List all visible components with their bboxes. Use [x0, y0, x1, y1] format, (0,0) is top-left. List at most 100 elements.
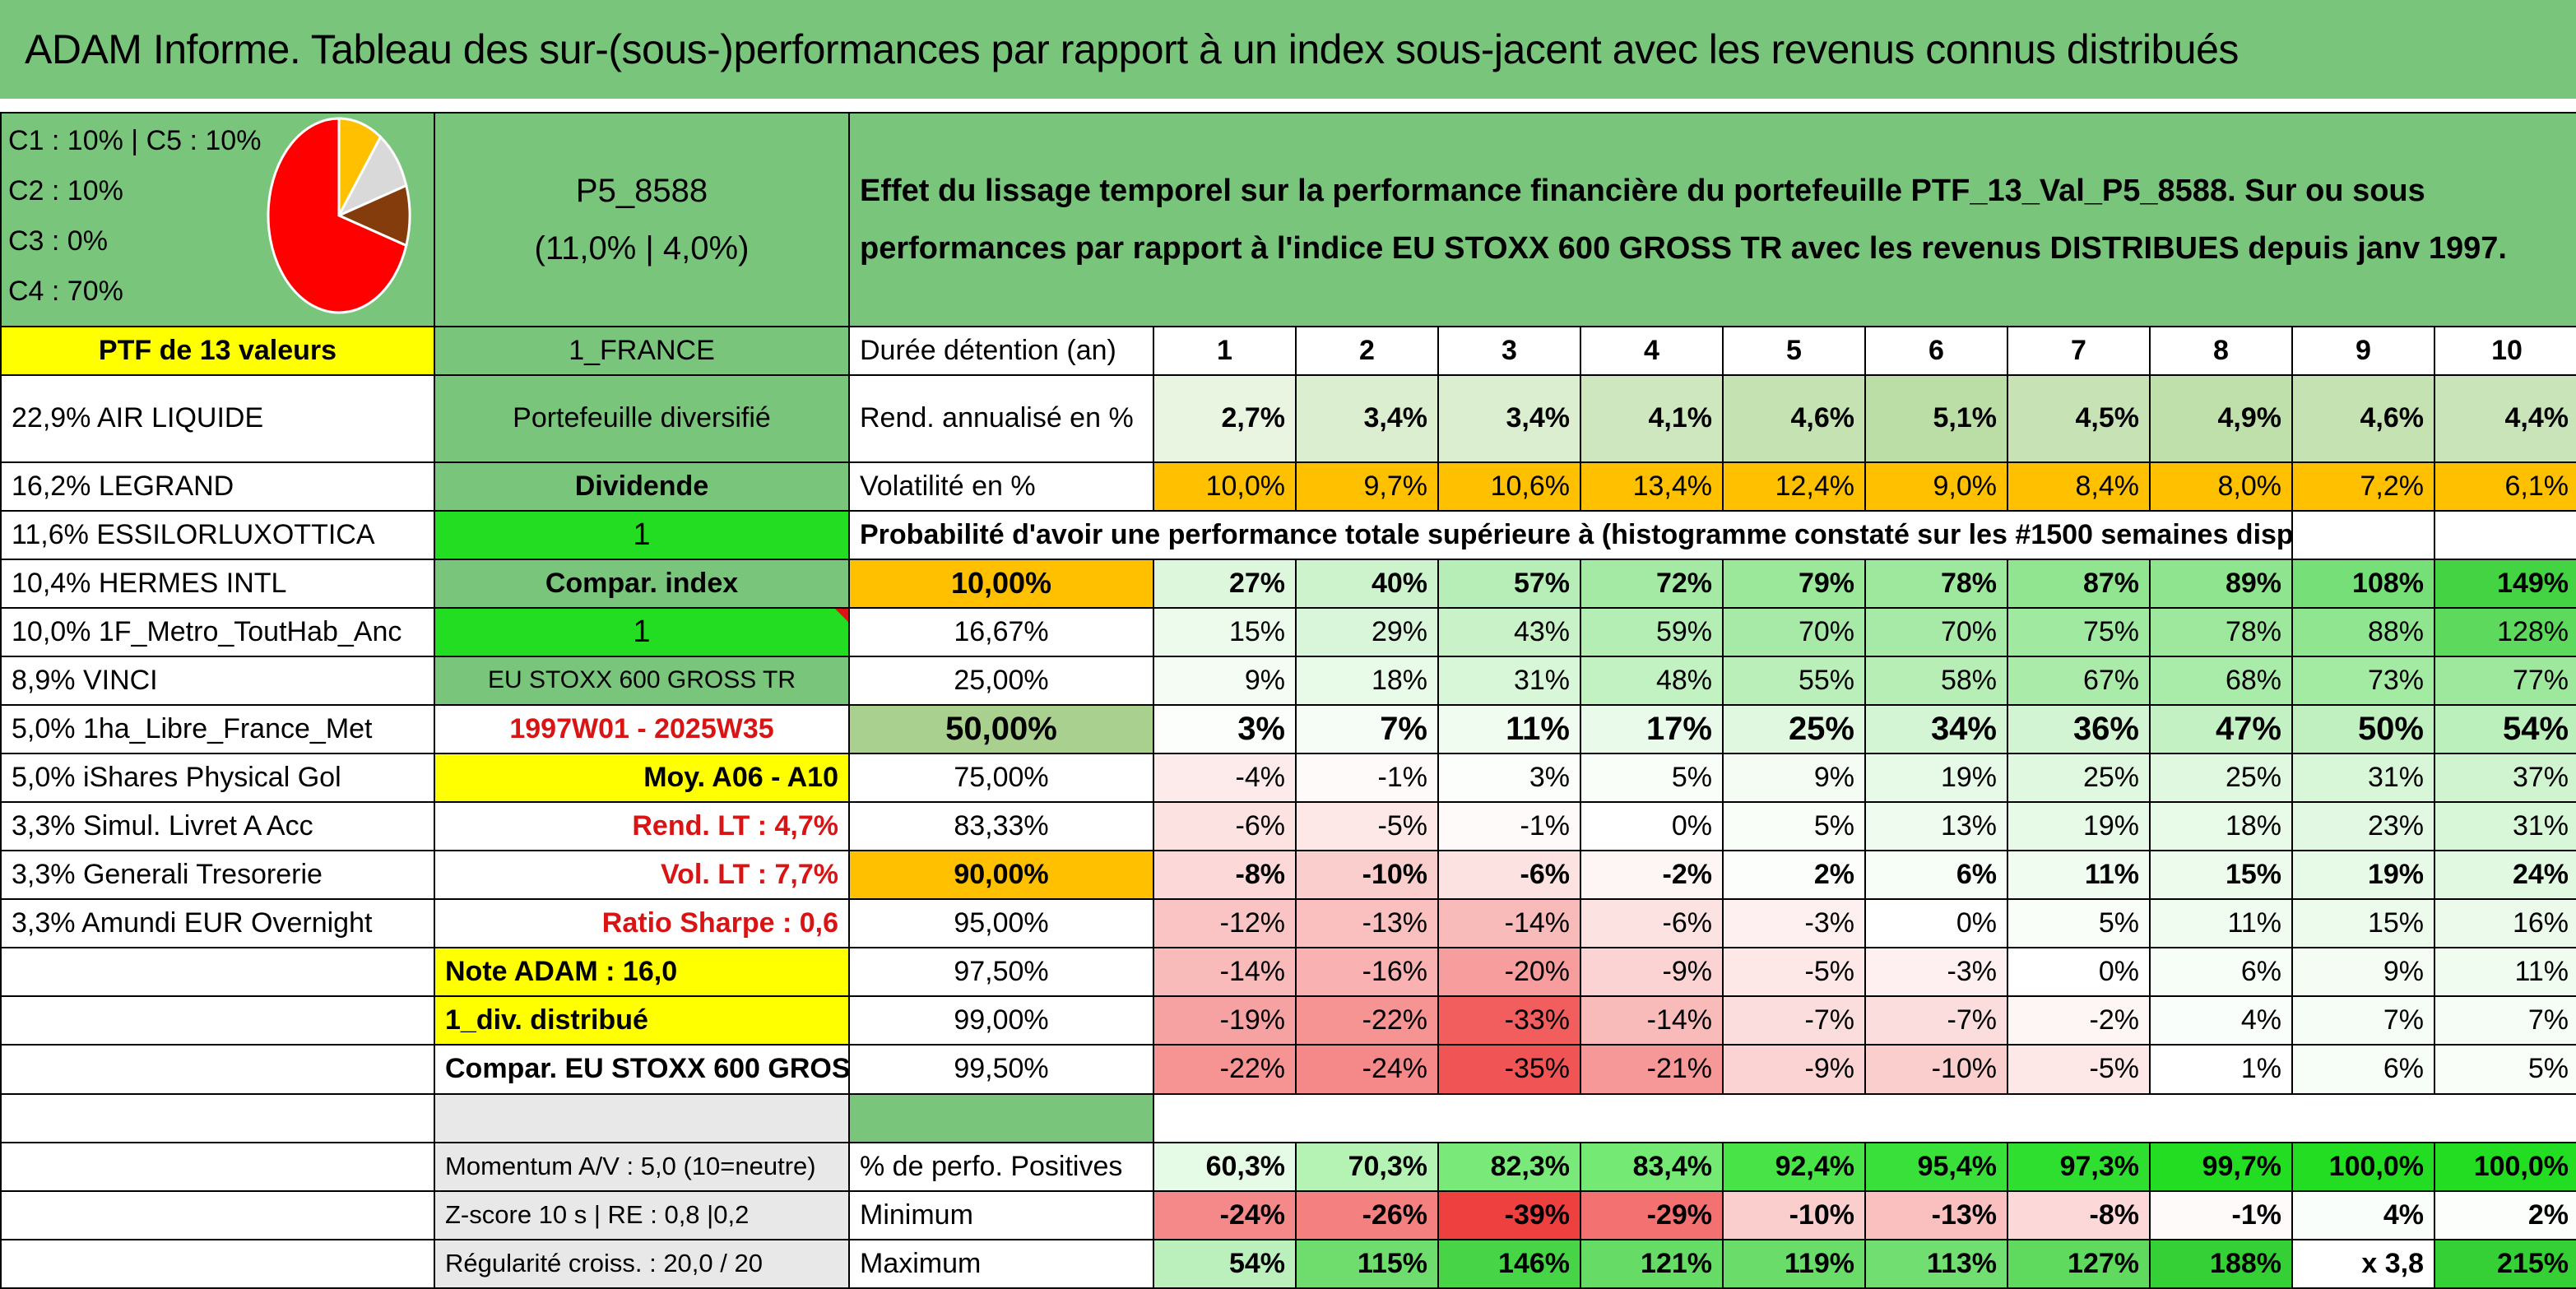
quantile-value: 7%	[1295, 704, 1439, 755]
comment-marker	[835, 609, 847, 622]
quantile-value: 11%	[2433, 947, 2576, 998]
quantile-value: 25%	[2149, 753, 2293, 804]
empty-cell	[1153, 1093, 2576, 1143]
minimum-value: 4%	[2291, 1189, 2435, 1240]
quantile-label: 16,67%	[848, 606, 1154, 657]
minimum-value: -13%	[1864, 1189, 2008, 1240]
vol-value: 8,0%	[2149, 461, 2293, 512]
portfolio-code: P5_8588	[575, 172, 708, 209]
positive-value: 70,3%	[1295, 1141, 1439, 1192]
quantile-value: 7%	[2291, 995, 2435, 1046]
pie-legend-item: C3 : 0%	[8, 225, 108, 257]
quantile-value: 25%	[1722, 704, 1866, 755]
quantile-value: -4%	[1153, 753, 1297, 804]
maximum-label: Maximum	[848, 1238, 1154, 1289]
quantile-value: 27%	[1153, 558, 1297, 609]
maximum-value: 146%	[1437, 1238, 1581, 1289]
holding-item: 8,9% VINCI	[0, 655, 435, 707]
quantile-value: 73%	[2291, 655, 2435, 707]
allocation-pie-chart	[267, 117, 411, 314]
quantile-label: 97,50%	[848, 947, 1154, 998]
quantile-value: 77%	[2433, 655, 2576, 707]
momentum: Momentum A/V : 5,0 (10=neutre)	[434, 1141, 850, 1192]
positive-value: 83,4%	[1580, 1141, 1724, 1192]
year-header: 7	[2007, 325, 2151, 376]
holding-item: 10,4% HERMES INTL	[0, 558, 435, 609]
quantile-value: 25%	[2007, 753, 2151, 804]
dividende-value: 1	[434, 509, 850, 560]
rend-value: 3,4%	[1437, 373, 1581, 463]
empty-cell	[0, 1189, 435, 1240]
quantile-label: 10,00%	[848, 558, 1154, 609]
positive-value: 97,3%	[2007, 1141, 2151, 1192]
sharpe-ratio: Ratio Sharpe : 0,6	[434, 898, 850, 949]
holding-item: 3,3% Amundi EUR Overnight	[0, 898, 435, 949]
positive-value: 99,7%	[2149, 1141, 2293, 1192]
quantile-value: 31%	[2291, 753, 2435, 804]
empty-cell	[0, 1092, 435, 1143]
quantile-value: 7%	[2433, 995, 2576, 1046]
holding-item: 11,6% ESSILORLUXOTTICA	[0, 509, 435, 560]
quantile-value: 68%	[2149, 655, 2293, 707]
holding-item: 3,3% Simul. Livret A Acc	[0, 801, 435, 852]
quantile-value: 18%	[1295, 655, 1439, 707]
maximum-value: 115%	[1295, 1238, 1439, 1289]
minimum-value: -8%	[2007, 1189, 2151, 1240]
maximum-value: 54%	[1153, 1238, 1297, 1289]
maximum-value: 188%	[2149, 1238, 2293, 1289]
quantile-value: 108%	[2291, 558, 2435, 609]
quantile-value: 3%	[1437, 753, 1581, 804]
quantile-value: 2%	[1722, 850, 1866, 901]
ptf-label: PTF de 13 valeurs	[0, 325, 435, 376]
quantile-value: 15%	[2149, 850, 2293, 901]
report-title: ADAM Informe. Tableau des sur-(sous-)per…	[0, 0, 2576, 99]
minimum-label: Minimum	[848, 1189, 1154, 1240]
quantile-label: 95,00%	[848, 898, 1154, 949]
quantile-value: 0%	[1580, 801, 1724, 852]
moyenne-range: Moy. A06 - A10	[434, 753, 850, 804]
compar-stoxx: Compar. EU STOXX 600 GROSS TR	[434, 1044, 850, 1095]
vol-lt: Vol. LT : 7,7%	[434, 850, 850, 901]
rend-value: 3,4%	[1295, 373, 1439, 463]
portfolio-type: Portefeuille diversifié	[434, 373, 850, 463]
quantile-value: 70%	[1722, 606, 1866, 657]
quantile-value: 4%	[2149, 995, 2293, 1046]
rend-value: 4,5%	[2007, 373, 2151, 463]
quantile-value: -14%	[1580, 995, 1724, 1046]
adam-note: Note ADAM : 16,0	[434, 947, 850, 998]
pie-legend-item: C2 : 10%	[8, 175, 123, 206]
quantile-value: -24%	[1295, 1044, 1439, 1095]
empty-cell	[2291, 509, 2435, 560]
year-header: 4	[1580, 325, 1724, 376]
positive-label: % de perfo. Positives	[848, 1141, 1154, 1192]
quantile-value: -2%	[2007, 995, 2151, 1046]
quantile-value: 0%	[1864, 898, 2008, 949]
quantile-value: -14%	[1437, 898, 1581, 949]
quantile-value: 9%	[1722, 753, 1866, 804]
holding-item: 16,2% LEGRAND	[0, 461, 435, 512]
holding-item: 3,3% Generali Tresorerie	[0, 850, 435, 901]
positive-value: 95,4%	[1864, 1141, 2008, 1192]
duree-label: Durée détention (an)	[848, 325, 1154, 376]
quantile-value: -7%	[1864, 995, 2008, 1046]
quantile-value: -6%	[1153, 801, 1297, 852]
quantile-value: -1%	[1437, 801, 1581, 852]
quantile-value: 79%	[1722, 558, 1866, 609]
quantile-value: 19%	[1864, 753, 2008, 804]
rend-label: Rend. annualisé en %	[848, 373, 1154, 463]
quantile-value: -7%	[1722, 995, 1866, 1046]
pie-slice-c4	[267, 117, 408, 314]
quantile-value: 29%	[1295, 606, 1439, 657]
empty-cell	[0, 995, 435, 1046]
quantile-label: 25,00%	[848, 655, 1154, 707]
quantile-value: 43%	[1437, 606, 1581, 657]
quantile-value: -22%	[1153, 1044, 1297, 1095]
quantile-value: -22%	[1295, 995, 1439, 1046]
quantile-value: 50%	[2291, 704, 2435, 755]
quantile-value: 13%	[1864, 801, 2008, 852]
vol-value: 12,4%	[1722, 461, 1866, 512]
rend-lt: Rend. LT : 4,7%	[434, 801, 850, 852]
quantile-value: 11%	[1437, 704, 1581, 755]
quantile-value: 87%	[2007, 558, 2151, 609]
positive-value: 100,0%	[2291, 1141, 2435, 1192]
